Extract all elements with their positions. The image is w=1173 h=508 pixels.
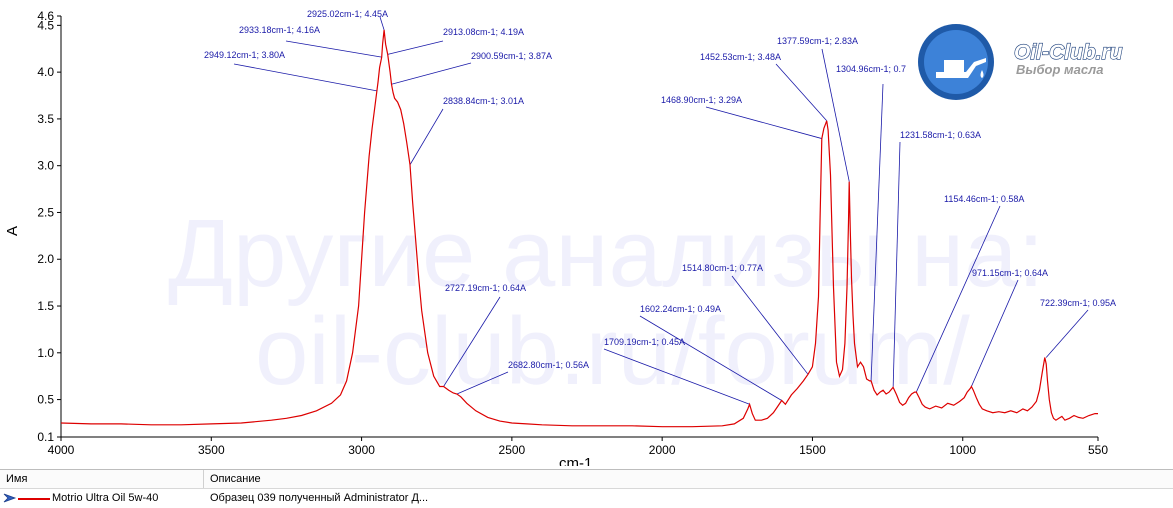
y-tick-label: 0.1: [37, 430, 54, 444]
y-tick-label: 0.5: [37, 393, 54, 407]
legend-color-swatch: [18, 498, 50, 500]
x-tick-label: 4000: [48, 443, 75, 457]
peak-annotation-label: 2838.84cm-1; 3.01A: [443, 96, 524, 106]
y-tick-label: 1.0: [37, 346, 54, 360]
y-tick-label: 3.5: [37, 112, 54, 126]
y-tick-label: 4.0: [37, 65, 54, 79]
annotation-leader-line: [1045, 309, 1089, 358]
row-pointer-icon: [3, 493, 17, 503]
annotation-leader-line: [775, 63, 828, 122]
annotation-leader-line: [391, 62, 472, 85]
annotation-leaders: [233, 16, 1089, 405]
annotation-leader-line: [870, 83, 884, 381]
watermark-line-2: oil-club.ru/forum/: [255, 298, 970, 405]
x-tick-label: 550: [1088, 443, 1108, 457]
x-tick-label: 3500: [198, 443, 225, 457]
legend-series-name: Motrio Ultra Oil 5w-40: [52, 492, 159, 504]
peak-annotation-label: 2900.59cm-1; 3.87A: [471, 51, 552, 61]
x-tick-label: 1000: [949, 443, 976, 457]
annotation-leader-line: [443, 296, 501, 387]
legend-header: Имя Описание: [0, 470, 1173, 489]
peak-annotation-label: 1231.58cm-1; 0.63A: [900, 130, 981, 140]
oil-club-logo: Oil-Club.ru Выбор масла: [918, 24, 1123, 100]
x-axis-title: cm-1: [559, 455, 592, 466]
annotation-leader-line: [387, 40, 444, 55]
logo-subtitle: Выбор масла: [1016, 62, 1103, 77]
legend-row[interactable]: Motrio Ultra Oil 5w-40 Образец 039 получ…: [0, 489, 1173, 508]
peak-annotation-label: 1602.24cm-1; 0.49A: [640, 304, 721, 314]
y-tick-label: 4.5: [37, 18, 54, 32]
peak-annotation-label: 1452.53cm-1; 3.48A: [700, 52, 781, 62]
x-tick-label: 2500: [499, 443, 526, 457]
annotation-leader-line: [915, 205, 1001, 393]
oil-can-icon: [936, 58, 986, 78]
annotation-leader-line: [285, 40, 382, 58]
y-tick-label: 2.0: [37, 252, 54, 266]
x-tick-label: 3000: [348, 443, 375, 457]
peak-annotation-label: 2933.18cm-1; 4.16A: [239, 25, 320, 35]
peak-annotation-label: 2925.02cm-1; 4.45A: [307, 9, 388, 19]
peak-annotation-label: 2682.80cm-1; 0.56A: [508, 360, 589, 370]
legend-col-description[interactable]: Описание: [210, 473, 261, 485]
annotation-leader-line: [821, 48, 850, 182]
y-tick-label: 3.0: [37, 159, 54, 173]
peak-annotation-label: 1154.46cm-1; 0.58A: [944, 194, 1024, 204]
y-tick-label: 4.6: [37, 9, 54, 23]
peak-annotation-label: 2727.19cm-1; 0.64A: [445, 283, 526, 293]
y-axis-title: A: [4, 226, 21, 236]
legend-series-description: Образец 039 полученный Administrator Д..…: [210, 492, 429, 504]
peak-annotation-label: 2949.12cm-1; 3.80A: [204, 50, 285, 60]
series-line-motrio: [60, 29, 1098, 428]
annotation-leader-line: [971, 279, 1019, 387]
watermark-line-1: Другие анализы на:: [168, 200, 1044, 307]
axis-ticks: 4000 3500 3000 2500 2000 1500 1000 550 0.1 0.5 1.0…: [37, 9, 1108, 457]
peak-annotation-label: 1709.19cm-1; 0.45A: [604, 337, 685, 347]
spectrum-chart-svg: Другие анализы на: oil-club.ru/forum/ Oi…: [4, 9, 1123, 466]
annotation-leader-line: [379, 16, 385, 31]
y-tick-label: 1.5: [37, 299, 54, 313]
logo-title: Oil-Club.ru: [1014, 41, 1123, 64]
annotation-labels: 2925.02cm-1; 4.45A 2933.18cm-1; 4.16A 2913…: [204, 9, 1116, 370]
y-tick-label: 2.5: [37, 205, 54, 219]
annotation-leader-line: [639, 315, 782, 401]
spectrum-chart: Другие анализы на: oil-club.ru/forum/ Oi…: [4, 9, 1123, 466]
peak-annotation-label: 1377.59cm-1; 2.83A: [777, 36, 858, 46]
x-tick-label: 1500: [799, 443, 826, 457]
annotation-leader-line: [731, 275, 809, 375]
peak-annotation-label: 1468.90cm-1; 3.29A: [661, 95, 742, 105]
legend-col-name[interactable]: Имя: [0, 470, 204, 488]
legend-panel: Имя Описание Motrio Ultra Oil 5w-40 Обра…: [0, 469, 1173, 508]
annotation-leader-line: [705, 106, 822, 139]
annotation-leader-line: [603, 348, 750, 405]
annotation-leader-line: [409, 108, 444, 165]
x-tick-label: 2000: [649, 443, 676, 457]
annotation-leader-line: [456, 371, 509, 395]
peak-annotation-label: 722.39cm-1; 0.95A: [1040, 298, 1116, 308]
peak-annotation-label: 2913.08cm-1; 4.19A: [443, 27, 524, 37]
peak-annotation-label: 971.15cm-1; 0.64A: [972, 268, 1048, 278]
annotation-leader-line: [892, 141, 901, 388]
annotation-leader-line: [233, 63, 377, 92]
peak-annotation-label: 1304.96cm-1; 0.7: [836, 64, 906, 74]
peak-annotation-label: 1514.80cm-1; 0.77A: [682, 263, 763, 273]
